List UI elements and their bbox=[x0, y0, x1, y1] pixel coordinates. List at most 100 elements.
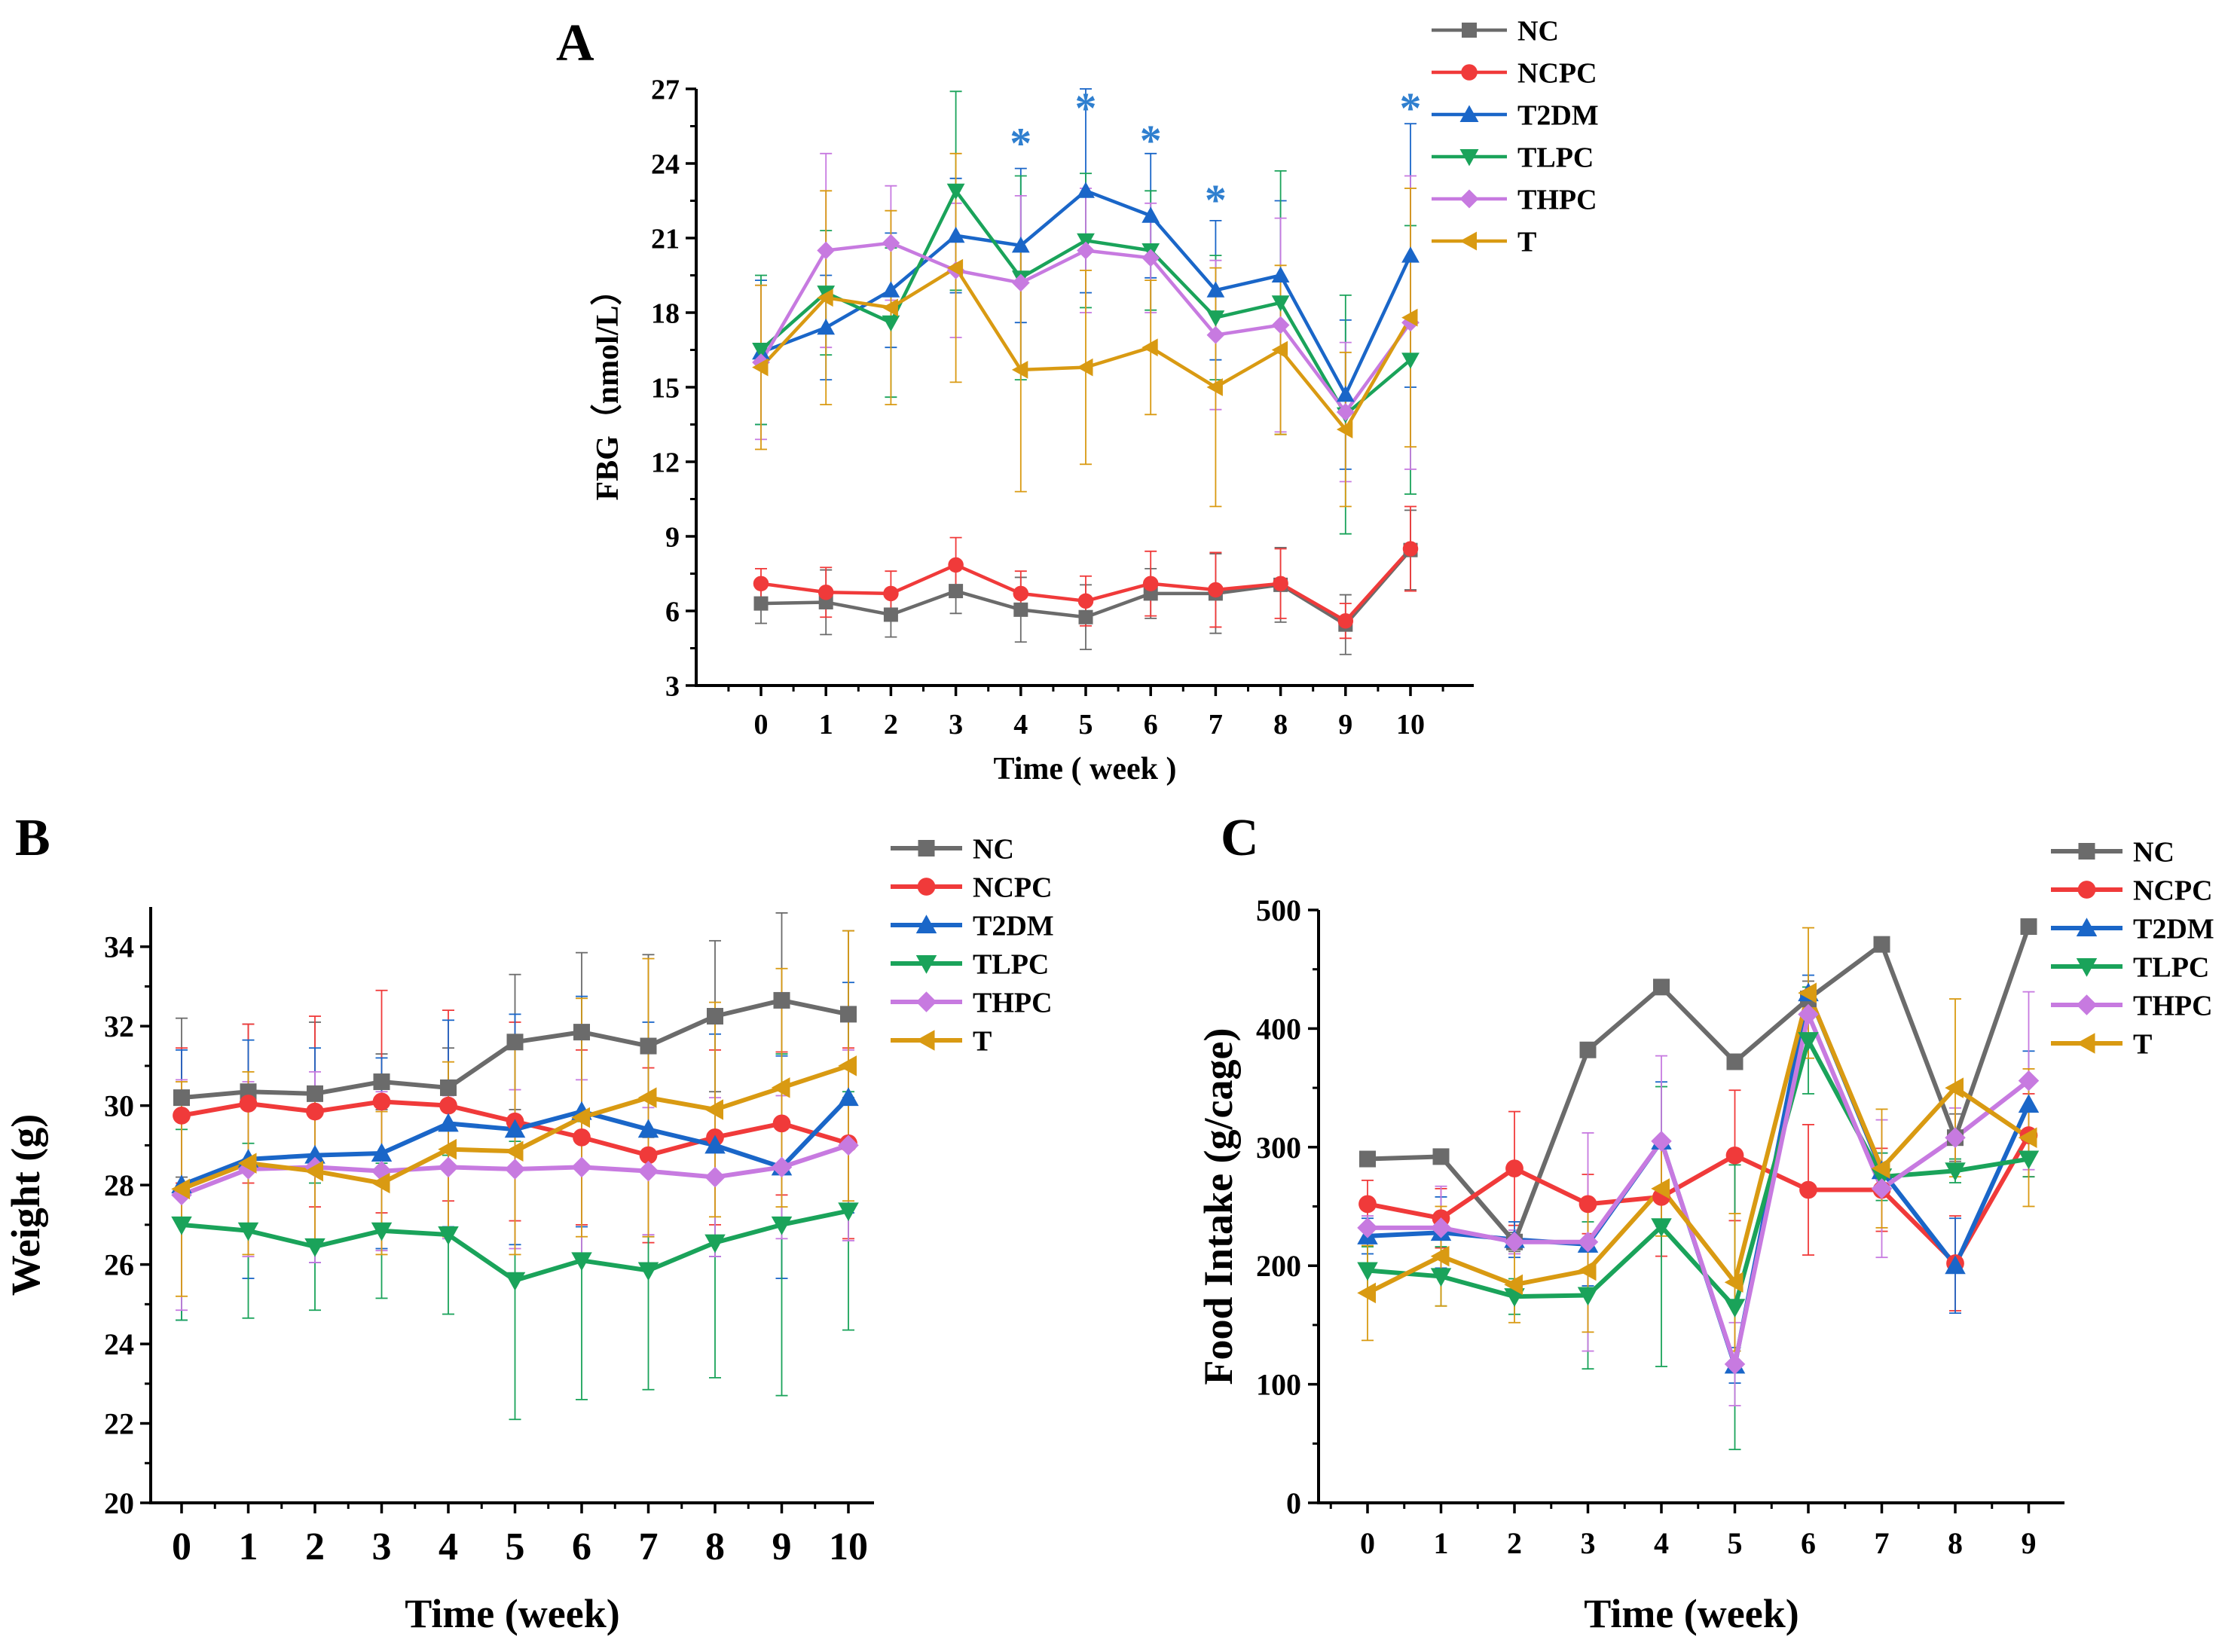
x-tick-label: 6 bbox=[1801, 1526, 1816, 1560]
data-point-t2dm bbox=[1141, 206, 1160, 223]
data-point-thpc bbox=[1357, 1217, 1378, 1238]
x-tick-label: 10 bbox=[829, 1525, 868, 1568]
legend-label: T bbox=[2133, 1028, 2152, 1060]
data-point-tlpc bbox=[171, 1216, 192, 1235]
data-point-thpc bbox=[2018, 1070, 2040, 1092]
y-tick-label: 30 bbox=[104, 1089, 134, 1123]
data-point-t2dm bbox=[946, 226, 965, 243]
legend-marker bbox=[2076, 1033, 2095, 1054]
panel-c: C 0 100 200 300 400 500 0 1 2 3 4 5 6 7 8 9 Time (week) Fo… bbox=[1196, 809, 2214, 1636]
data-point-t2dm bbox=[704, 1134, 726, 1154]
data-point-ncpc bbox=[948, 557, 964, 573]
data-point-ncpc bbox=[753, 576, 769, 591]
x-tick-label: 5 bbox=[1728, 1526, 1743, 1560]
data-point-t bbox=[838, 1055, 857, 1076]
legend-label: T2DM bbox=[973, 910, 1054, 942]
data-point-t bbox=[1945, 1077, 1964, 1098]
x-tick-label: 0 bbox=[754, 709, 769, 740]
data-point-tlpc bbox=[1401, 353, 1420, 369]
data-point-thpc bbox=[1945, 1127, 1966, 1148]
legend-marker bbox=[915, 955, 937, 974]
legend: NC NCPC T2DM TLPC THPC T bbox=[891, 833, 1054, 1057]
data-point-t bbox=[304, 1160, 323, 1182]
data-point-thpc bbox=[1336, 403, 1355, 421]
x-tick-label: 2 bbox=[884, 709, 898, 740]
data-point-t2dm bbox=[504, 1119, 526, 1138]
data-point-nc bbox=[506, 1034, 524, 1051]
y-tick-label: 9 bbox=[665, 521, 680, 553]
data-point-t2dm bbox=[1336, 386, 1355, 402]
data-point-t bbox=[504, 1141, 524, 1162]
y-tick-label: 300 bbox=[1256, 1131, 1301, 1165]
data-point-t bbox=[771, 1077, 790, 1098]
data-point-ncpc bbox=[1273, 576, 1288, 591]
data-point-ncpc bbox=[439, 1096, 457, 1115]
data-point-ncpc bbox=[1402, 541, 1419, 557]
data-point-t bbox=[1724, 1272, 1744, 1293]
legend-label: NCPC bbox=[973, 872, 1053, 903]
y-tick-label: 6 bbox=[665, 596, 680, 628]
x-tick-label: 5 bbox=[1079, 709, 1093, 740]
data-point-ncpc bbox=[772, 1114, 791, 1133]
data-point-thpc bbox=[1206, 325, 1225, 344]
series-line-t bbox=[1366, 991, 2031, 1296]
data-point-nc bbox=[1579, 1041, 1597, 1058]
data-point-t bbox=[704, 1099, 723, 1120]
data-point-t2dm bbox=[1401, 246, 1420, 263]
y-tick-label: 400 bbox=[1256, 1012, 1301, 1046]
significance-mark: * bbox=[1205, 176, 1227, 224]
y-tick-label: 24 bbox=[104, 1327, 134, 1361]
data-point-t bbox=[1206, 378, 1223, 396]
legend-marker bbox=[918, 840, 935, 857]
x-tick-label: 9 bbox=[1338, 709, 1352, 740]
panel-letter: C bbox=[1221, 809, 1259, 867]
legend-marker bbox=[917, 878, 936, 896]
data-point-thpc bbox=[1724, 1354, 1746, 1375]
data-point-t bbox=[1504, 1274, 1523, 1296]
y-tick-label: 18 bbox=[651, 298, 680, 329]
data-point-ncpc bbox=[1013, 585, 1029, 602]
data-point-t2dm bbox=[1011, 237, 1030, 253]
data-point-t2dm bbox=[838, 1087, 859, 1107]
y-tick-label: 32 bbox=[104, 1009, 134, 1043]
data-point-t bbox=[817, 289, 833, 307]
y-tick-label: 26 bbox=[104, 1248, 134, 1282]
legend-marker bbox=[915, 991, 937, 1012]
y-tick-label: 500 bbox=[1256, 893, 1301, 927]
x-tick-label: 8 bbox=[1948, 1526, 1963, 1560]
data-point-thpc bbox=[838, 1134, 859, 1156]
data-point-tlpc bbox=[2018, 1150, 2040, 1170]
data-point-t2dm bbox=[1206, 281, 1225, 298]
data-point-thpc bbox=[1871, 1178, 1893, 1199]
data-point-nc bbox=[1013, 602, 1028, 617]
legend-marker bbox=[2077, 881, 2096, 899]
x-tick-label: 1 bbox=[1434, 1526, 1449, 1560]
data-point-thpc bbox=[882, 234, 900, 252]
y-tick-label: 100 bbox=[1256, 1368, 1301, 1402]
data-point-nc bbox=[307, 1085, 323, 1102]
data-point-tlpc bbox=[371, 1222, 393, 1241]
data-point-tlpc bbox=[1798, 1032, 1819, 1051]
x-tick-label: 4 bbox=[1654, 1526, 1669, 1560]
y-tick-label: 15 bbox=[651, 372, 680, 404]
data-point-ncpc bbox=[883, 585, 899, 602]
y-axis-title: FBG（nmol/L） bbox=[590, 273, 625, 500]
data-point-nc bbox=[373, 1073, 390, 1091]
y-tick-label: 34 bbox=[104, 930, 134, 964]
y-tick-label: 24 bbox=[651, 148, 680, 180]
x-tick-label: 8 bbox=[1273, 709, 1288, 740]
data-point-nc bbox=[1653, 979, 1670, 996]
x-tick-label: 4 bbox=[1013, 709, 1028, 740]
data-point-ncpc bbox=[1077, 593, 1094, 609]
data-point-t bbox=[1077, 358, 1093, 377]
data-point-tlpc bbox=[637, 1262, 659, 1281]
data-point-nc bbox=[840, 1006, 857, 1023]
data-point-nc bbox=[440, 1079, 457, 1096]
data-point-t2dm bbox=[882, 281, 900, 298]
data-point-thpc bbox=[1577, 1231, 1599, 1253]
data-point-t bbox=[438, 1138, 457, 1160]
significance-mark: * bbox=[1010, 118, 1031, 167]
x-tick-label: 3 bbox=[949, 709, 963, 740]
data-point-t bbox=[1271, 340, 1288, 359]
data-point-tlpc bbox=[946, 183, 965, 200]
